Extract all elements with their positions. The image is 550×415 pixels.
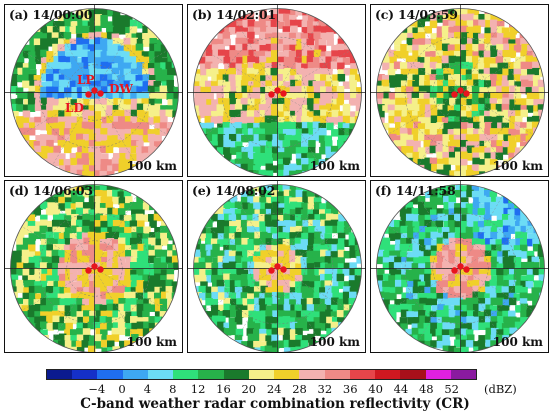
radar-reflectivity-map <box>371 5 548 176</box>
colorbar-tick-label: 12 <box>190 382 206 396</box>
panel-label: (a) 14/00:00 <box>9 7 93 22</box>
station-marker <box>268 267 275 274</box>
colorbar-segment <box>122 370 148 379</box>
site-label-lp: LP <box>77 73 95 87</box>
panel-label: (d) 14/06:03 <box>9 183 93 198</box>
figure-caption: C-band weather radar combination reflect… <box>80 396 470 412</box>
panel-label: (b) 14/02:01 <box>192 7 276 22</box>
colorbar-tick-label: 44 <box>393 382 409 396</box>
colorbar-tick-label: 40 <box>368 382 383 396</box>
radar-reflectivity-map <box>5 181 182 352</box>
station-marker <box>280 266 287 273</box>
panel-label: (c) 14/03:59 <box>375 7 458 22</box>
station-marker <box>268 91 275 98</box>
station-marker <box>85 91 92 98</box>
station-marker <box>97 266 104 273</box>
station-marker <box>97 90 104 97</box>
range-scale-label: 100 km <box>126 159 177 173</box>
site-label-ld: LD <box>65 101 84 115</box>
range-scale-label: 100 km <box>309 335 360 349</box>
colorbar-tick-label: 4 <box>143 382 152 396</box>
site-label-dw: DW <box>109 82 133 96</box>
colorbar-segment <box>324 370 350 379</box>
colorbar-tick-label: 48 <box>418 382 434 396</box>
range-scale-label: 100 km <box>309 159 360 173</box>
colorbar-tick-label: 16 <box>216 382 231 396</box>
panel-label: (e) 14/08:02 <box>192 183 276 198</box>
colorbar-tick-label: 36 <box>342 382 358 396</box>
colorbar <box>46 369 477 380</box>
station-marker <box>85 267 92 274</box>
colorbar-segment <box>72 370 98 379</box>
radar-panel-f: (f) 14/11:58 100 km <box>370 180 549 353</box>
colorbar-segment <box>147 370 174 379</box>
colorbar-segment <box>299 370 325 379</box>
colorbar-tick-label: 28 <box>292 382 307 396</box>
colorbar-tick-label: 0 <box>118 382 126 396</box>
colorbar-segment <box>274 370 300 379</box>
station-marker <box>274 87 281 94</box>
colorbar-segment <box>97 370 123 379</box>
station-marker <box>91 263 98 270</box>
colorbar-segment <box>425 370 451 379</box>
station-marker <box>280 90 287 97</box>
radar-panel-d: (d) 14/06:03 100 km <box>4 180 183 353</box>
colorbar-tick-label: 52 <box>444 382 459 396</box>
radar-panel-a: (a) 14/00:00 100 km LP DW LD <box>4 4 183 177</box>
radar-reflectivity-map <box>188 181 365 352</box>
station-marker <box>463 266 470 273</box>
colorbar-segment <box>450 370 476 379</box>
colorbar-segment <box>173 370 199 379</box>
colorbar-segment <box>349 370 376 379</box>
radar-reflectivity-map <box>5 5 182 176</box>
colorbar-segment <box>198 370 224 379</box>
range-scale-label: 100 km <box>492 159 543 173</box>
station-marker <box>274 263 281 270</box>
station-marker <box>463 90 470 97</box>
station-marker <box>91 87 98 94</box>
radar-panel-b: (b) 14/02:01 100 km <box>187 4 366 177</box>
station-marker <box>451 91 458 98</box>
colorbar-segment <box>223 370 249 379</box>
range-scale-label: 100 km <box>126 335 177 349</box>
panel-label: (f) 14/11:58 <box>375 183 456 198</box>
colorbar-tick-label: 32 <box>317 382 333 396</box>
range-scale-label: 100 km <box>492 335 543 349</box>
colorbar-tick-label: 24 <box>266 382 282 396</box>
colorbar-segment <box>248 370 275 379</box>
colorbar-tick-label: 8 <box>169 382 177 396</box>
colorbar-tick-label: −4 <box>88 382 106 396</box>
station-marker <box>451 267 458 274</box>
radar-reflectivity-map <box>188 5 365 176</box>
colorbar-tick-label: 20 <box>241 382 257 396</box>
station-marker <box>457 87 464 94</box>
colorbar-segment <box>375 370 401 379</box>
radar-reflectivity-map <box>371 181 548 352</box>
colorbar-unit: (dBZ) <box>484 382 517 396</box>
colorbar-segment <box>47 370 73 379</box>
radar-panel-c: (c) 14/03:59 100 km <box>370 4 549 177</box>
colorbar-segment <box>400 370 426 379</box>
station-marker <box>457 263 464 270</box>
radar-panel-e: (e) 14/08:02 100 km <box>187 180 366 353</box>
